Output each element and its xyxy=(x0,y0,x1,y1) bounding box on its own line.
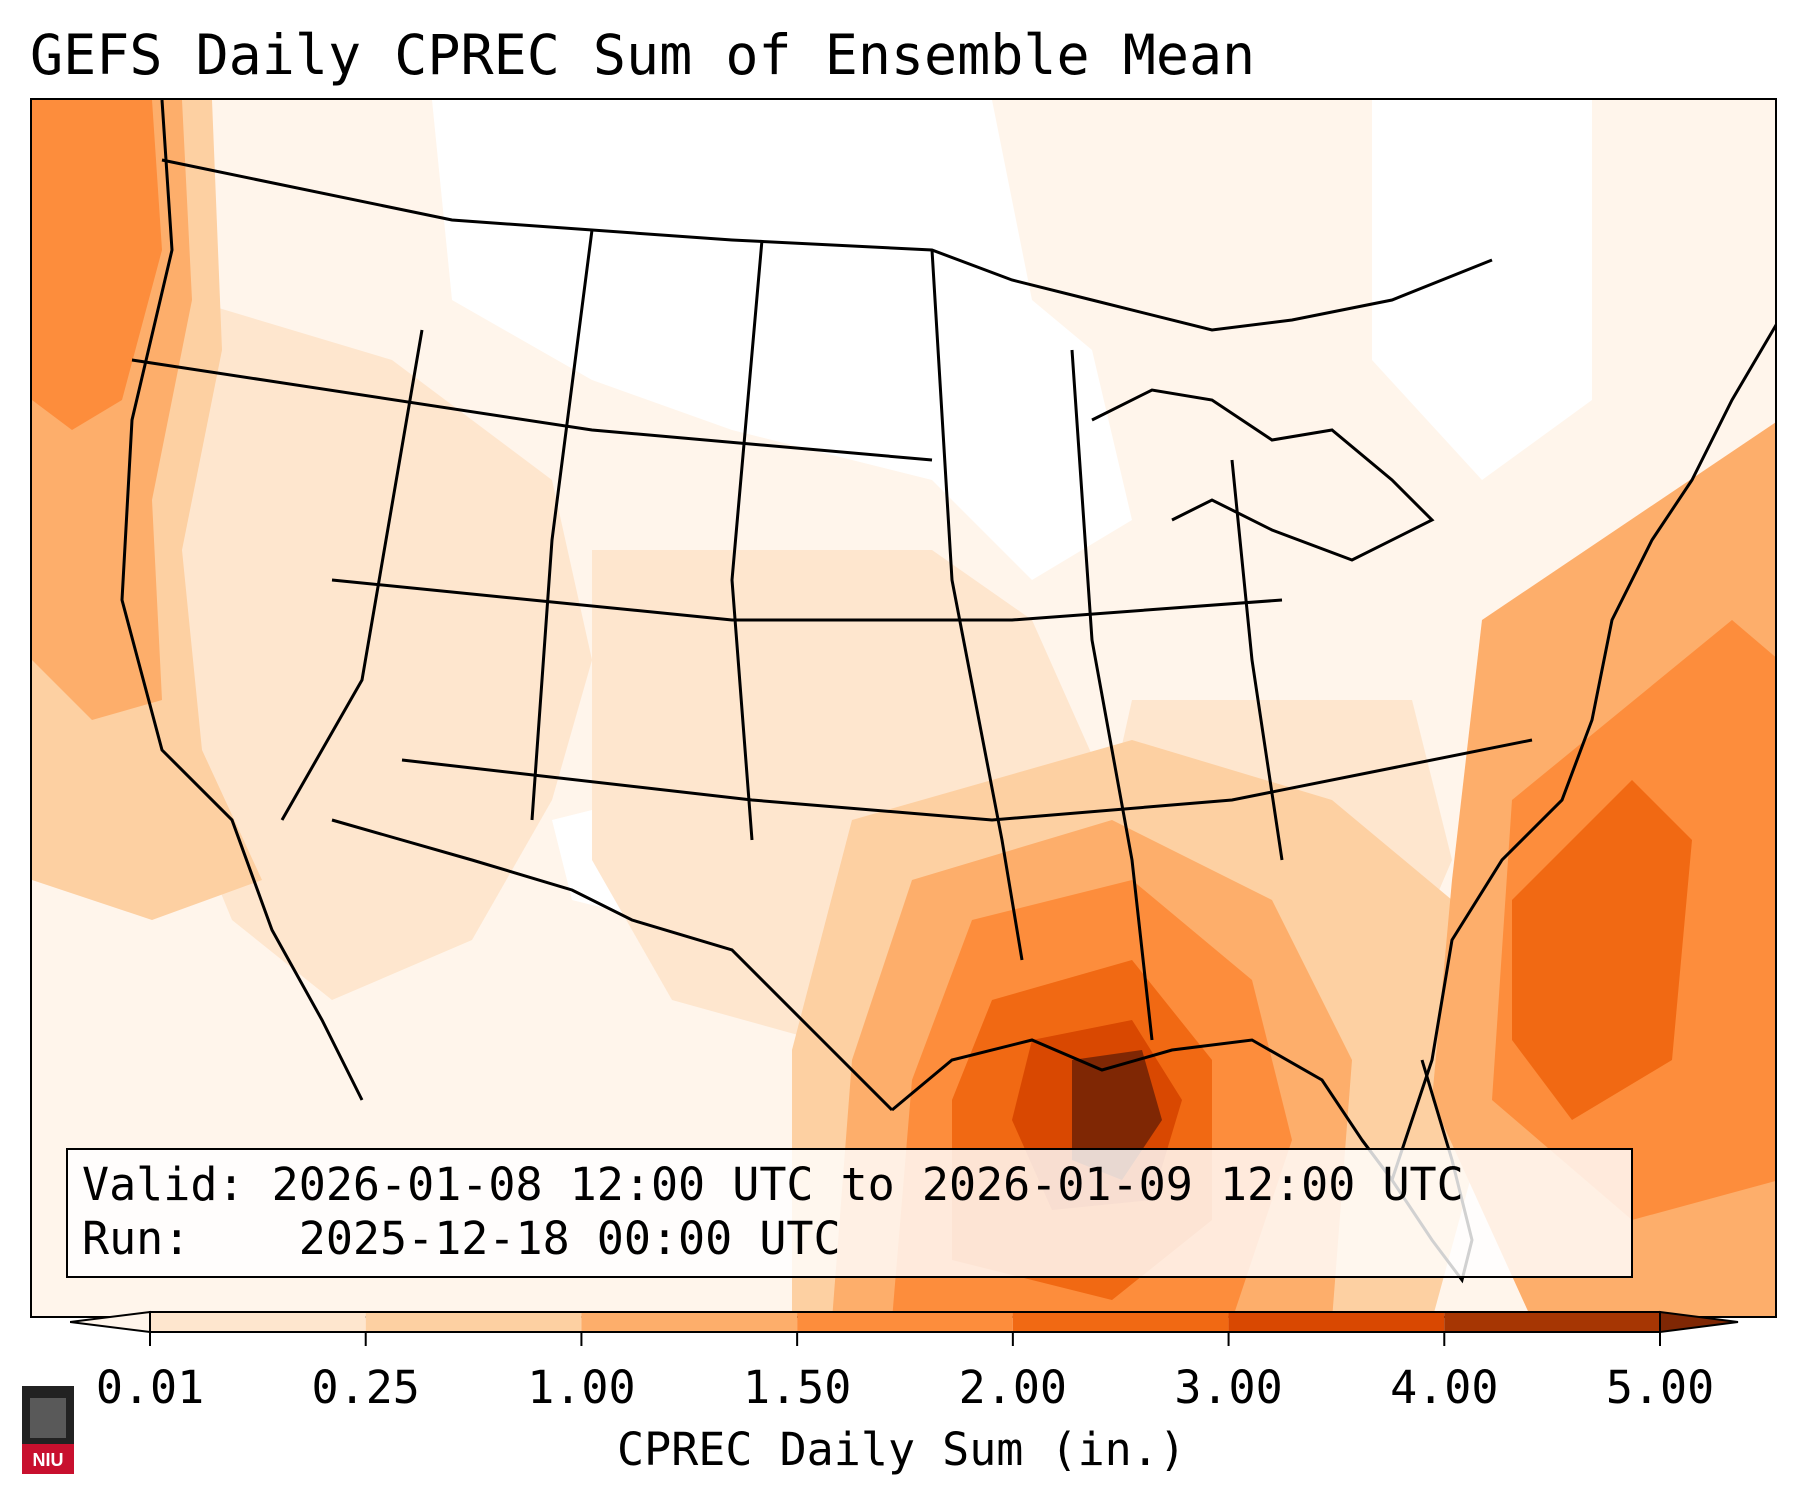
run-line: Run: 2025-12-18 00:00 UTC xyxy=(82,1212,1617,1266)
atlantic-coast xyxy=(1390,323,1775,1181)
state-line-3 xyxy=(730,239,764,841)
colorbar-tick-label: 5.00 xyxy=(1605,1361,1715,1414)
colorbar-segment xyxy=(365,1312,582,1332)
colorbar-segment xyxy=(581,1312,798,1332)
colorbar-tick-label: 1.00 xyxy=(527,1361,636,1414)
niu-logo: NIU xyxy=(22,1386,74,1474)
state-line-5 xyxy=(1070,349,1154,1041)
valid-line: Valid: 2026-01-08 12:00 UTC to 2026-01-0… xyxy=(82,1158,1617,1212)
state-line-9 xyxy=(401,738,1533,822)
colorbar-tick-label: 2.00 xyxy=(958,1361,1068,1414)
state-line-8 xyxy=(331,578,1283,622)
colorbar-segment xyxy=(1228,1312,1445,1332)
run-value: 2025-12-18 00:00 UTC xyxy=(298,1212,841,1265)
us-mexico-border xyxy=(331,818,894,1112)
colorbar-tick-label: 0.01 xyxy=(95,1361,205,1414)
coastline-pacific xyxy=(120,100,364,1101)
state-line-4 xyxy=(930,249,1024,961)
state-line-2 xyxy=(530,229,594,821)
dry-area-northeast xyxy=(1372,100,1592,480)
map-svg xyxy=(32,100,1775,1316)
colorbar-segment xyxy=(797,1312,1013,1332)
boundary-lines xyxy=(120,100,1775,1284)
colorbar-tick-label: 0.25 xyxy=(311,1361,420,1414)
colorbar-min-arrow xyxy=(70,1310,151,1334)
dry-area-north xyxy=(432,100,1132,580)
logo-tower xyxy=(22,1386,74,1444)
map-title: GEFS Daily CPREC Sum of Ensemble Mean xyxy=(30,23,1256,87)
colorbar-max-arrow xyxy=(1659,1310,1739,1334)
logo-text: NIU xyxy=(33,1450,64,1470)
valid-label: Valid: xyxy=(82,1158,245,1211)
colorbar-outline xyxy=(149,1311,1661,1333)
great-lakes xyxy=(1091,388,1435,562)
valid-value: 2026-01-08 12:00 UTC to 2026-01-09 12:00… xyxy=(271,1158,1464,1211)
state-line-1 xyxy=(280,329,424,821)
colorbar-segment xyxy=(1444,1312,1660,1332)
colorbar xyxy=(70,1310,1739,1346)
colorbar-tick-label: 3.00 xyxy=(1174,1361,1283,1414)
run-info-box: Valid: 2026-01-08 12:00 UTC to 2026-01-0… xyxy=(66,1148,1633,1278)
pacific-band-inner xyxy=(32,100,162,430)
precipitation-map xyxy=(30,98,1777,1318)
gulf-max xyxy=(1072,1050,1162,1180)
state-line-7 xyxy=(131,358,933,462)
colorbar-label: CPREC Daily Sum (in.) xyxy=(617,1423,1186,1476)
colorbar-segment xyxy=(150,1312,366,1332)
colorbar-tick-label: 1.50 xyxy=(742,1361,852,1414)
gulf-coast xyxy=(891,1038,1394,1181)
atlantic-band-dark xyxy=(1512,780,1692,1120)
colorbar-tick-label: 4.00 xyxy=(1390,1361,1499,1414)
colorbar-segment xyxy=(1012,1312,1229,1332)
logo-banner xyxy=(22,1444,74,1474)
light-precip-west xyxy=(152,300,592,1000)
run-label: Run: xyxy=(82,1212,191,1265)
